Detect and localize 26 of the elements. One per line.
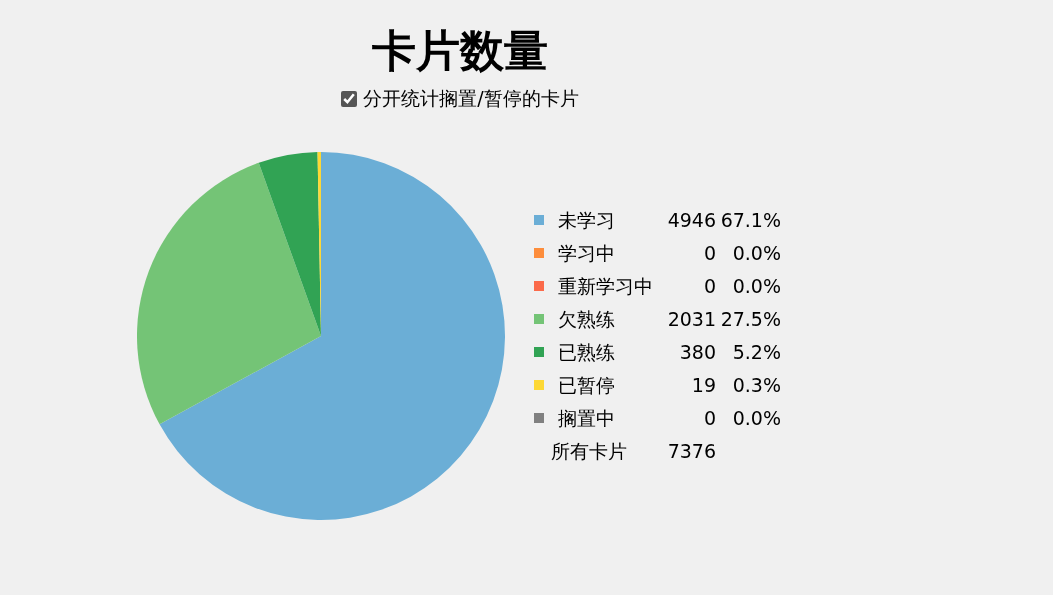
text: 2031 <box>667 308 716 330</box>
legend-label: 未学习 <box>558 209 615 231</box>
legend-label: 已暂停 <box>558 374 615 396</box>
legend-label: 重新学习中 <box>558 275 653 297</box>
text: 0 <box>703 242 716 264</box>
legend-label: 学习中 <box>558 242 615 264</box>
title: 卡片数量 <box>372 25 548 76</box>
data-label: 67.1% <box>720 209 781 231</box>
text: 19 <box>691 374 716 396</box>
legend-label: 已熟练 <box>558 341 615 363</box>
data-label: 5.2% <box>732 341 781 363</box>
text: 0 <box>703 407 716 429</box>
data-label: 27.5% <box>720 308 781 330</box>
text: 0.0% <box>732 407 781 429</box>
text: 0.0% <box>732 242 781 264</box>
data-label: 0.3% <box>732 374 781 396</box>
legend-label: 搁置中 <box>558 407 615 429</box>
subtitle: 分开统计搁置/暂停的卡片 <box>0 86 920 112</box>
legend-label: 欠熟练 <box>558 308 615 330</box>
text: 0 <box>703 275 716 297</box>
text: 0.0% <box>732 275 781 297</box>
text: 380 <box>679 341 716 363</box>
text: 7376 <box>667 440 716 462</box>
text: 4946 <box>667 209 716 231</box>
text: 所有卡片 <box>551 440 627 462</box>
chart-subtitle: 分开统计搁置/暂停的卡片 <box>363 87 579 109</box>
